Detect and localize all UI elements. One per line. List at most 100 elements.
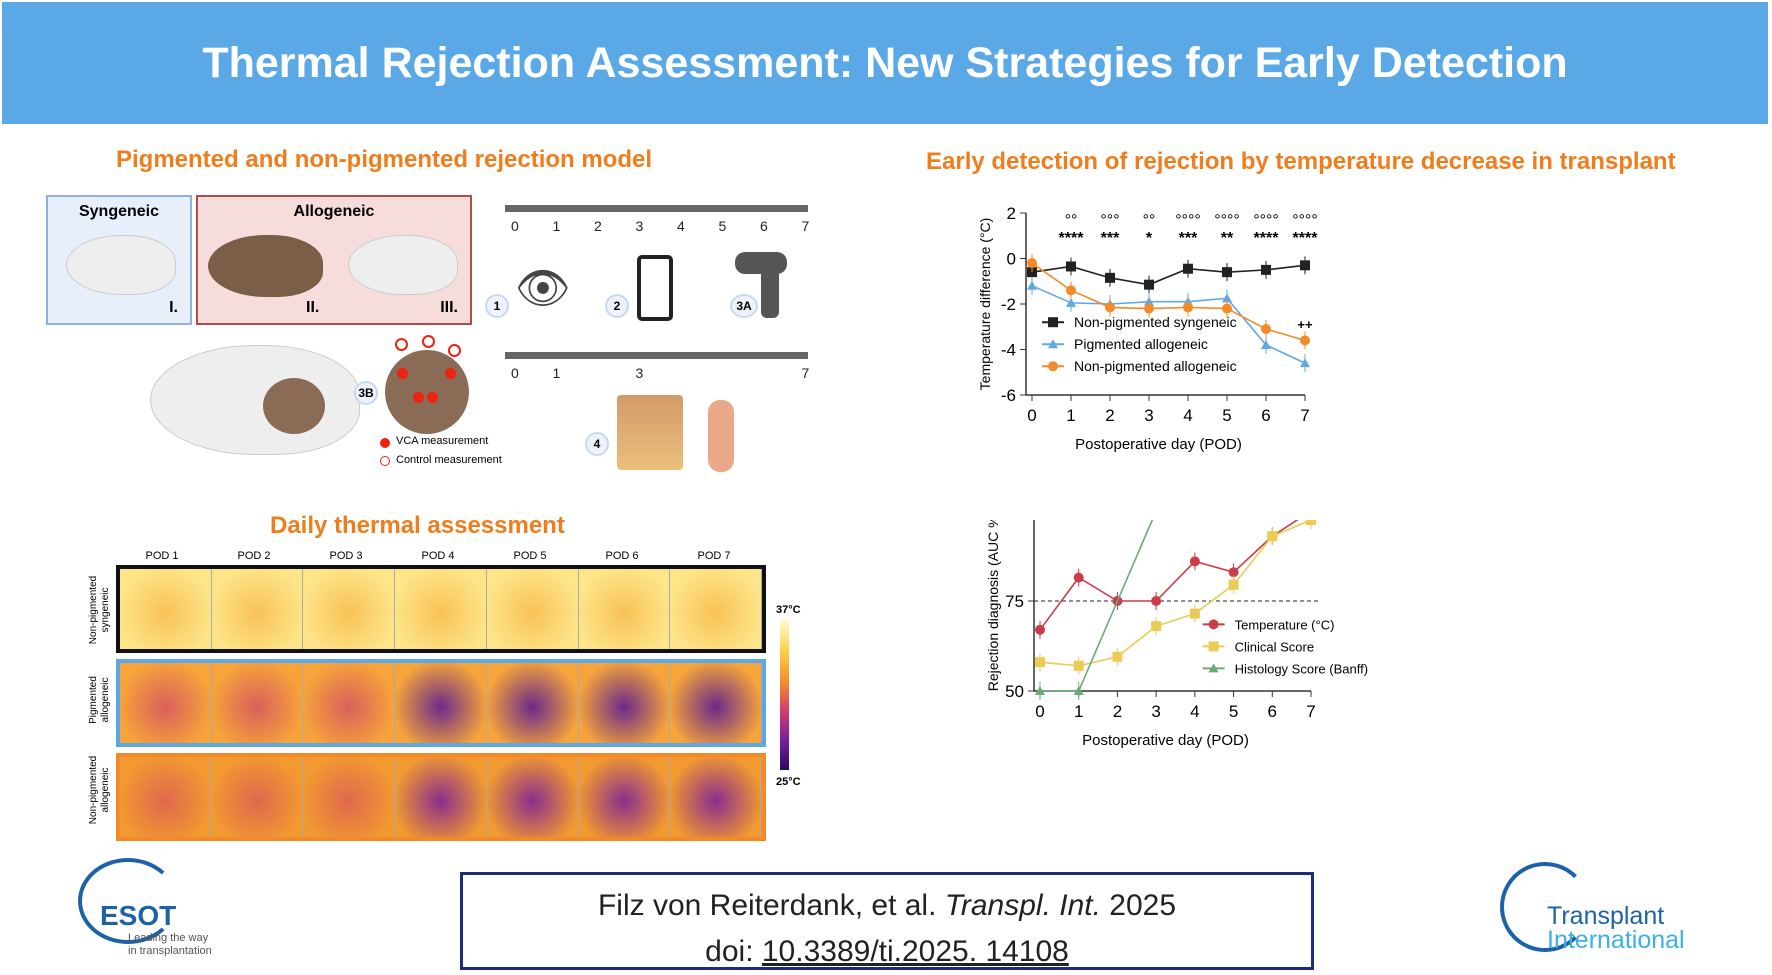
pod-header: POD 2 <box>237 550 271 562</box>
timeline-tick-label: 6 <box>760 218 768 234</box>
legend-label: Non-pigmented allogeneic <box>1074 358 1237 374</box>
timeline-bar <box>505 205 808 212</box>
timeline-tick-label: 1 <box>552 365 561 381</box>
series-line <box>1031 285 1306 364</box>
step-badge: 1 <box>485 294 509 318</box>
x-tick-label: 1 <box>1066 406 1075 425</box>
model-section-title: Pigmented and non-pigmented rejection mo… <box>116 146 653 173</box>
legend-label: Non-pigmented syngeneic <box>1074 314 1237 330</box>
data-point-triangle <box>1073 686 1084 695</box>
biopsy-icon <box>708 400 734 472</box>
scale-high-label: 37°C <box>776 604 801 616</box>
data-point-square <box>1027 267 1037 278</box>
y-tick-label: -6 <box>1001 386 1016 405</box>
x-tick-label: 6 <box>1268 702 1277 721</box>
data-point-square <box>1267 531 1278 542</box>
rat-label: II. <box>306 299 320 316</box>
series-line <box>1039 520 1299 631</box>
data-point-circle <box>1300 335 1310 346</box>
citation-authors: Filz von Reiterdank, et al. <box>597 889 945 922</box>
data-point-triangle <box>1261 339 1271 349</box>
significance-circles: °°°° <box>1175 212 1201 229</box>
y-tick-label: -4 <box>1001 341 1016 360</box>
significance-stars: **** <box>1059 230 1085 247</box>
series-line <box>1039 520 1312 667</box>
vca-legend-label: VCA measurement <box>396 435 489 447</box>
timeline-tick-label: 4 <box>677 218 685 234</box>
y-tick-label: 75 <box>1005 592 1024 611</box>
significance-stars: ** <box>1221 230 1234 247</box>
data-point-circle <box>1027 258 1037 269</box>
thermal-image <box>303 757 396 837</box>
data-point-square <box>1183 263 1193 274</box>
thermal-image <box>303 663 396 743</box>
ti-logo-text: Transplant International <box>1547 902 1685 954</box>
x-tick-label: 3 <box>1151 702 1160 721</box>
smartphone-camera-icon <box>637 255 673 321</box>
thermal-image <box>395 663 487 743</box>
detection-section-title: Early detection of rejection by temperat… <box>926 148 1676 175</box>
control-legend-label: Control measurement <box>396 454 502 466</box>
citation-journal: Transpl. Int. <box>944 889 1101 922</box>
pod-header: POD 4 <box>421 550 455 562</box>
esot-logo <box>78 858 178 944</box>
data-point-circle <box>1144 303 1154 314</box>
timeline-tick-label: 5 <box>718 218 727 234</box>
x-tick-label: 4 <box>1183 406 1192 425</box>
esot-logo-text: ESOT <box>100 900 177 931</box>
data-point-circle <box>1208 619 1219 630</box>
significance-stars: *** <box>1179 230 1198 247</box>
thermal-image <box>211 757 304 837</box>
scale-low-label: 25°C <box>776 776 801 788</box>
data-point-triangle <box>1066 297 1076 307</box>
data-point-square <box>1189 608 1200 619</box>
timeline-ticks: 0 1 2 3 4 5 6 7 <box>505 218 810 238</box>
thermal-image <box>120 663 212 743</box>
infrared-gun-chart: Infrared Gun 2 0 -2 -4 -6 0 1 2 3 4 5 6 7 Postoperativ… <box>977 190 1318 453</box>
syngeneic-label: Syngeneic <box>78 203 160 220</box>
significance-stars: *** <box>1101 230 1120 247</box>
x-tick-label: 3 <box>1144 406 1153 425</box>
timeline-tick-label: 7 <box>801 218 810 234</box>
pod-headers: POD 1 POD 2 POD 3 POD 4 POD 5 POD 6 POD 7 <box>116 550 760 562</box>
data-point-triangle <box>1208 663 1219 673</box>
esot-tagline: Leading the way in transplantation <box>128 932 212 957</box>
significance-circles: °° <box>1143 212 1156 229</box>
x-tick-label: 5 <box>1229 702 1238 721</box>
x-tick-label: 2 <box>1113 702 1122 721</box>
data-point-circle <box>1189 556 1200 567</box>
timeline-tick-label: 3 <box>635 365 644 381</box>
doi-link[interactable]: 10.3389/ti.2025. 14108 <box>761 935 1069 968</box>
timeline-bar <box>505 352 808 359</box>
data-point-square <box>1228 579 1239 590</box>
y-tick-label: 2 <box>1007 204 1016 223</box>
timeline-tick-label: 1 <box>552 218 561 234</box>
page-title: Thermal Rejection Assessment: New Strate… <box>202 38 1568 87</box>
data-point-circle <box>1151 596 1162 606</box>
timeline-tick-label: 0 <box>511 218 519 234</box>
y-axis-label: Temperature difference (°C) <box>977 218 993 391</box>
clinician-eye-icon: 👁 <box>515 264 571 313</box>
data-point-triangle <box>1048 339 1058 349</box>
significance-stars: **** <box>1254 230 1280 247</box>
data-point-circle <box>1261 324 1271 335</box>
x-tick-label: 0 <box>1027 406 1036 425</box>
timeline-tick-label: 3 <box>635 218 644 234</box>
significance-circles: °°°° <box>1292 212 1318 229</box>
pod-header: POD 5 <box>513 550 547 562</box>
thermal-image-grid <box>116 565 766 847</box>
transplant-international-logo <box>1500 862 1590 952</box>
timeline-tick-label: 7 <box>801 365 810 381</box>
data-point-triangle <box>1222 293 1232 303</box>
brown-rat-image <box>208 235 323 297</box>
graft-patch <box>263 378 325 434</box>
thermal-image <box>395 569 487 649</box>
series-line <box>1031 262 1306 342</box>
timeline-ticks: 0 1 3 7 <box>505 365 810 385</box>
data-point-square <box>1300 260 1310 271</box>
row-label: Non-pigmented allogeneic <box>88 755 111 825</box>
pod-header: POD 6 <box>605 550 639 562</box>
data-point-circle <box>1035 624 1045 635</box>
data-point-triangle <box>1035 686 1045 695</box>
thermal-image <box>578 757 671 837</box>
